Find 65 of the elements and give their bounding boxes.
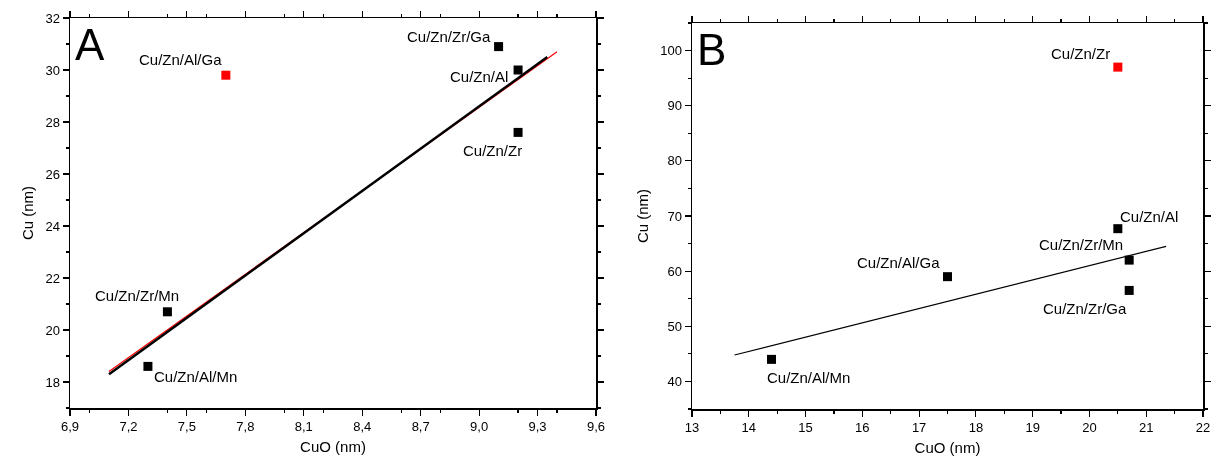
annotation: Cu/Zn/Al xyxy=(1120,208,1179,225)
point xyxy=(1113,62,1123,72)
x-axis-title: CuO (nm) xyxy=(914,438,981,456)
x-tick-label: 15 xyxy=(798,420,813,436)
annotation: Cu/Zn/Al/Mn xyxy=(154,368,238,385)
x-tick-label: 22 xyxy=(1195,420,1211,436)
point xyxy=(943,272,952,282)
y-tick-label: 40 xyxy=(667,373,682,389)
x-tick-label: 18 xyxy=(968,420,984,436)
x-axis-title: CuO (nm) xyxy=(300,437,366,455)
annotation: Cu/Zn/Zr/Mn xyxy=(1039,236,1124,253)
x-tick-label: 8,7 xyxy=(411,419,430,435)
y-tick-label: 80 xyxy=(667,153,682,169)
x-tick-label: 21 xyxy=(1138,420,1154,436)
y-tick-label: 100 xyxy=(660,43,682,59)
y-tick-label: 22 xyxy=(45,270,60,286)
annotation: Cu/Zn/Zr/Ga xyxy=(1043,300,1128,317)
annotation: Cu/Zn/Zr/Ga xyxy=(407,28,492,45)
x-tick-label: 13 xyxy=(684,420,700,436)
y-tick-label: 18 xyxy=(45,374,60,390)
point xyxy=(766,354,776,364)
x-tick-label: 8,1 xyxy=(294,419,313,435)
x-tick-label: 9,3 xyxy=(528,419,547,435)
y-tick-label: 70 xyxy=(667,208,682,224)
point xyxy=(513,127,523,137)
x-tick-label: 7,2 xyxy=(119,419,138,435)
x-tick-label: 19 xyxy=(1025,420,1040,436)
x-tick-label: 17 xyxy=(911,420,927,436)
point xyxy=(1124,285,1134,295)
point xyxy=(494,42,504,52)
y-tick-label: 28 xyxy=(45,114,60,130)
point xyxy=(143,361,153,371)
annotation: Cu/Zn/Al/Ga xyxy=(857,254,941,271)
annotation: Cu/Zn/Zr/Mn xyxy=(95,287,180,304)
y-tick-label: 30 xyxy=(45,62,60,78)
y-axis-title: Cu (nm) xyxy=(18,185,36,241)
annotation: A xyxy=(75,20,105,69)
y-axis-title: Cu (nm) xyxy=(633,188,651,244)
y-tick-label: 32 xyxy=(45,10,60,26)
x-tick-label: 16 xyxy=(855,420,870,436)
x-tick-label: 9,0 xyxy=(470,419,489,435)
x-tick-label: 8,4 xyxy=(353,419,372,435)
y-tick-label: 26 xyxy=(45,166,60,182)
point xyxy=(221,70,231,80)
point xyxy=(162,307,172,317)
x-tick-label: 7,5 xyxy=(177,419,196,435)
point xyxy=(513,65,523,75)
y-tick-label: 60 xyxy=(667,263,682,279)
x-tick-label: 7,8 xyxy=(236,419,255,435)
annotation: Cu/Zn/Zr xyxy=(463,142,523,159)
annotation: Cu/Zn/Zr xyxy=(1051,45,1111,62)
annotation: Cu/Zn/Al/Mn xyxy=(767,369,851,386)
x-tick-label: 6,9 xyxy=(60,419,80,435)
annotation: Cu/Zn/Al xyxy=(450,68,509,85)
x-tick-label: 14 xyxy=(741,420,757,436)
y-tick-label: 24 xyxy=(45,218,60,234)
point xyxy=(1113,224,1123,234)
annotation: B xyxy=(697,25,727,74)
point xyxy=(1124,255,1134,265)
y-tick-label: 90 xyxy=(667,98,682,114)
y-tick-label: 20 xyxy=(45,322,60,338)
x-tick-label: 9,6 xyxy=(586,419,606,435)
y-tick-label: 50 xyxy=(667,318,682,334)
annotation: Cu/Zn/Al/Ga xyxy=(139,51,223,68)
x-tick-label: 20 xyxy=(1082,420,1097,436)
